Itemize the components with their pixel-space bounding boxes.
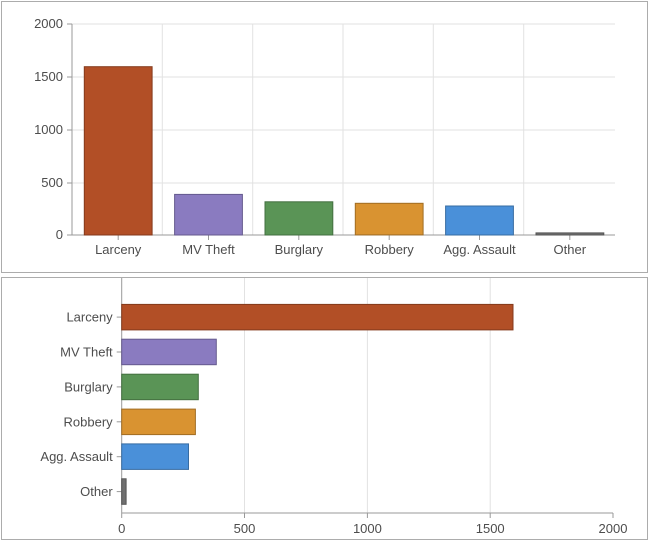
svg-text:MV Theft: MV Theft bbox=[182, 242, 235, 257]
svg-text:Robbery: Robbery bbox=[365, 242, 415, 257]
svg-text:0: 0 bbox=[118, 521, 125, 536]
svg-text:500: 500 bbox=[41, 175, 63, 190]
svg-text:Larceny: Larceny bbox=[66, 310, 113, 325]
svg-text:Robbery: Robbery bbox=[64, 414, 114, 429]
svg-text:Other: Other bbox=[80, 484, 113, 499]
svg-text:Agg. Assault: Agg. Assault bbox=[443, 242, 516, 257]
svg-text:Agg. Assault: Agg. Assault bbox=[40, 449, 113, 464]
svg-text:Burglary: Burglary bbox=[64, 379, 113, 394]
svg-text:1000: 1000 bbox=[353, 521, 382, 536]
svg-text:500: 500 bbox=[234, 521, 256, 536]
svg-text:1500: 1500 bbox=[34, 69, 63, 84]
svg-text:MV Theft: MV Theft bbox=[60, 345, 113, 360]
svg-text:0: 0 bbox=[56, 227, 63, 242]
svg-text:1500: 1500 bbox=[476, 521, 505, 536]
svg-text:1000: 1000 bbox=[34, 122, 63, 137]
svg-text:Burglary: Burglary bbox=[275, 242, 324, 257]
svg-text:Other: Other bbox=[554, 242, 587, 257]
svg-text:2000: 2000 bbox=[34, 16, 63, 31]
svg-text:Larceny: Larceny bbox=[95, 242, 142, 257]
svg-text:2000: 2000 bbox=[599, 521, 628, 536]
